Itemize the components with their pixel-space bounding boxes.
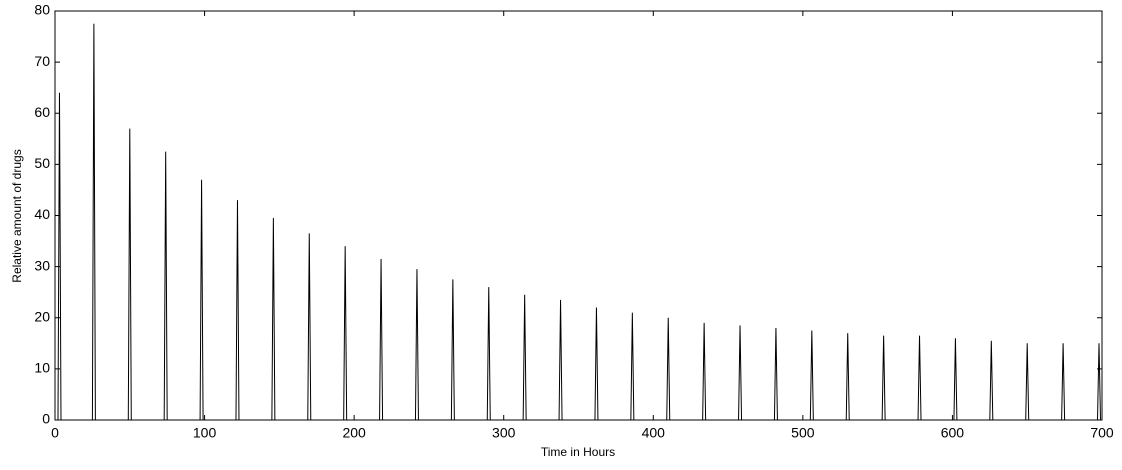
x-tick-label: 100: [193, 425, 217, 441]
y-tick-label: 50: [34, 155, 50, 171]
x-tick-label: 0: [51, 425, 59, 441]
x-axis-label: Time in Hours: [541, 445, 615, 459]
x-tick-label: 400: [642, 425, 666, 441]
x-tick-label: 700: [1090, 425, 1114, 441]
y-tick-label: 20: [34, 308, 50, 324]
y-tick-label: 60: [34, 104, 50, 120]
plot-frame: [54, 10, 1103, 421]
y-tick-label: 10: [34, 360, 50, 376]
y-tick-label: 40: [34, 206, 50, 222]
y-tick-label: 30: [34, 257, 50, 273]
x-tick-label: 200: [342, 425, 366, 441]
y-tick-label: 0: [42, 411, 50, 427]
x-tick-label: 500: [791, 425, 815, 441]
y-axis-label: Relative amount of drugs: [10, 149, 24, 282]
y-tick-label: 80: [34, 2, 50, 18]
x-tick-label: 300: [492, 425, 516, 441]
x-tick-label: 600: [941, 425, 965, 441]
y-tick-label: 70: [34, 53, 50, 69]
